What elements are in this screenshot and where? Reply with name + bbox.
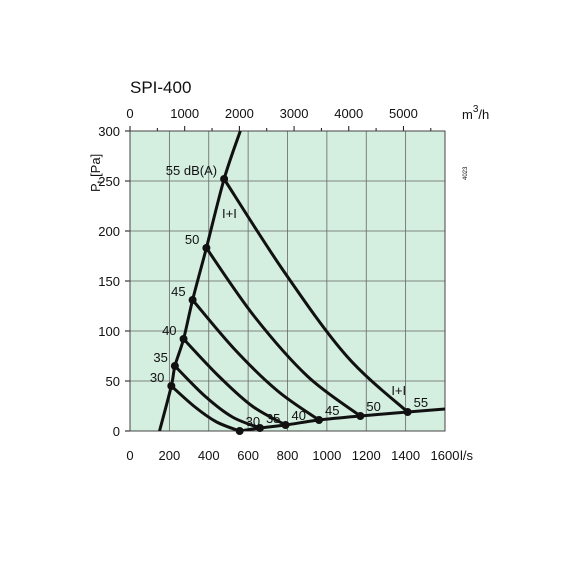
curve-label-bottom: 45 <box>325 403 339 418</box>
curve-end-point <box>235 427 244 435</box>
x-tick-label: 600 <box>237 448 259 463</box>
x-top-tick-label: 3000 <box>280 106 309 121</box>
y-tick-label: 300 <box>98 124 120 139</box>
curve-label-bottom: 40 <box>292 408 306 423</box>
curve-start-point <box>202 244 211 252</box>
curve-label-left: 55 dB(A) <box>166 163 217 178</box>
curve-label-left: 40 <box>162 323 176 338</box>
curve-end-point <box>356 412 365 420</box>
regulator-curve-50 <box>205 247 362 418</box>
top-axis-unit: m3/h <box>462 104 489 122</box>
curve-end-point <box>281 421 290 429</box>
regulator-curve-45 <box>191 299 320 422</box>
y-tick-label: 150 <box>98 274 120 289</box>
curve-start-point <box>188 296 197 304</box>
curve-label-left: 45 <box>171 284 185 299</box>
x-top-tick-label: 2000 <box>225 106 254 121</box>
x-tick-label: 200 <box>159 448 181 463</box>
x-tick-label: 1000 <box>312 448 341 463</box>
x-axis-title: l/s <box>460 448 474 463</box>
curve-label-left: 35 <box>153 350 167 365</box>
x-tick-label: 800 <box>277 448 299 463</box>
x-top-tick-label: 0 <box>126 106 133 121</box>
plot-area: 0 200 400 600 800 1000 1200 1400 160005010015020… <box>98 106 459 463</box>
curve-start-point <box>220 175 229 183</box>
side-note: 4023 <box>463 166 469 180</box>
regulator-curve-30 <box>170 384 241 431</box>
x-tick-label: 1200 <box>352 448 381 463</box>
curve-label-left: 50 <box>185 232 199 247</box>
x-top-tick-label: 5000 <box>389 106 418 121</box>
x-top-tick-label: 4000 <box>334 106 363 121</box>
curve-start-point <box>167 382 176 390</box>
x-tick-label: 0 <box>126 448 133 463</box>
curve-end-point <box>315 416 323 424</box>
curve-label-left: 30 <box>150 370 164 385</box>
y-tick-label: 250 <box>98 174 120 189</box>
x-top-tick-label: 1000 <box>170 106 199 121</box>
chart-title: SPI-400 <box>130 78 191 97</box>
x-tick-label: 400 <box>198 448 220 463</box>
y-tick-label: 50 <box>106 374 120 389</box>
regulator-mark-lower: I+I <box>391 383 406 398</box>
regulator-curve-35 <box>173 364 261 430</box>
curve-label-bottom: 35 <box>266 411 280 426</box>
x-tick-label: 1600 <box>431 448 460 463</box>
curve-end-point <box>403 408 412 416</box>
regulator-mark-upper: I+I <box>222 206 237 221</box>
curve-label-bottom: 50 <box>366 399 380 414</box>
y-tick-label: 200 <box>98 224 120 239</box>
curve-label-bottom: 30 <box>246 414 260 429</box>
y-axis-title: Pt [Pa] <box>88 154 107 192</box>
regulator-curve-55 <box>222 178 409 414</box>
curve-end-point <box>255 424 264 432</box>
curve-start-point <box>170 362 179 370</box>
y-tick-label: 100 <box>98 324 120 339</box>
regulator-curve-40 <box>182 337 287 427</box>
curve-label-bottom: 55 <box>414 395 428 410</box>
plot-frame <box>129 130 446 432</box>
curve-start-point <box>179 335 188 343</box>
y-tick-label: 0 <box>113 424 120 439</box>
x-tick-label: 1400 <box>391 448 420 463</box>
